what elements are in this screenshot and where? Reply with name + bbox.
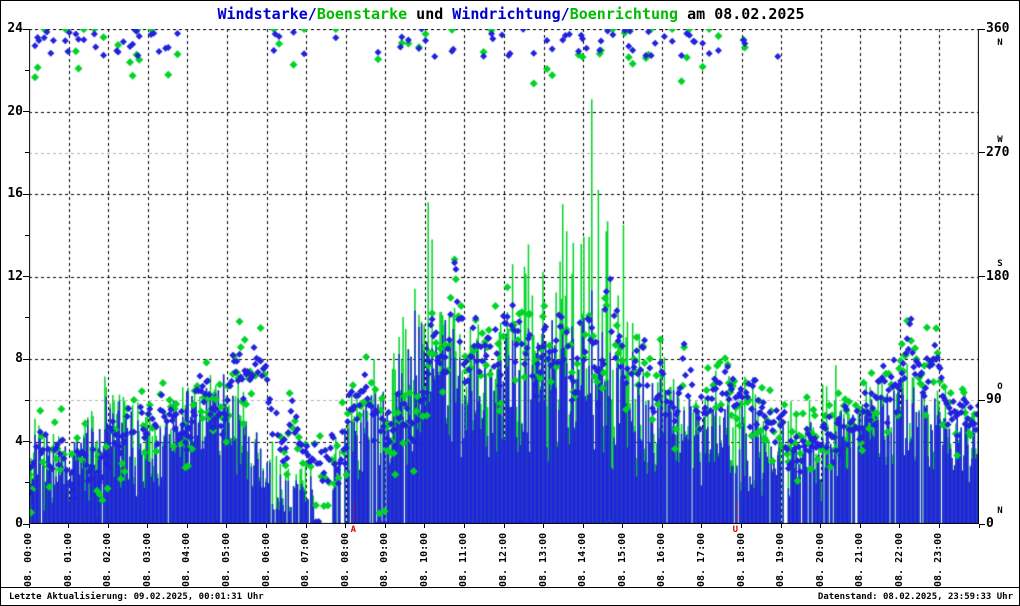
x-axis-tick-label: 08. 11:00 — [458, 532, 470, 587]
y-right-tick-label: 0 — [986, 516, 994, 531]
x-axis-tick-label: 08. 21:00 — [854, 532, 866, 587]
x-axis-tick-label: 08. 19:00 — [775, 532, 787, 587]
y-left-major-tick — [23, 111, 29, 112]
x-axis-tick-label: 08. 06:00 — [260, 532, 272, 587]
x-axis-tick-label: 08. 12:00 — [498, 532, 509, 587]
footer-data-timestamp: Datenstand: 08.02.2025, 23:59:33 Uhr — [817, 592, 1013, 602]
x-axis-tick — [780, 524, 782, 528]
chart-canvas — [29, 29, 979, 524]
y-right-tick-label: 360 — [986, 21, 1010, 36]
compass-letter: W — [997, 134, 1003, 145]
x-axis-tick — [147, 524, 149, 528]
y-left-minor-tick — [25, 317, 29, 319]
x-axis-tick — [543, 524, 545, 528]
x-axis-tick-label: 08. 07:00 — [300, 532, 312, 587]
x-axis-tick — [503, 524, 505, 528]
plot-area — [29, 29, 979, 524]
x-axis-tick — [859, 524, 861, 528]
x-axis-tick — [345, 524, 347, 528]
x-axis-tick — [701, 524, 703, 528]
x-axis-tick-label: 08. 00:00 — [23, 532, 34, 587]
x-axis-tick-label: 08. 22:00 — [893, 532, 905, 587]
page-title: Windstarke/Boenstarke und Windrichtung/B… — [1, 5, 1020, 23]
y-left-minor-tick — [25, 69, 29, 71]
y-right-tick — [979, 523, 985, 525]
title-segment: Windrichtung/ — [452, 5, 570, 23]
x-axis-tick-label: 08. 16:00 — [656, 532, 668, 587]
x-axis-tick-label: 08. 23:00 — [933, 532, 945, 587]
y-right-tick-label: 270 — [986, 144, 1010, 160]
title-segment: Boenstarke — [316, 5, 408, 23]
x-axis-tick — [305, 524, 307, 528]
x-axis-tick — [266, 524, 267, 528]
x-axis-tick-label: 08. 13:00 — [537, 532, 549, 587]
y-left-tick-label: 20 — [7, 103, 23, 119]
y-left-minor-tick — [25, 482, 29, 484]
x-axis-tick-label: 08. 05:00 — [220, 532, 232, 587]
x-axis-tick — [424, 524, 426, 528]
x-axis-tick-label: 08. 03:00 — [141, 532, 153, 587]
x-axis-tick-label: 08. 10:00 — [418, 532, 430, 587]
x-axis-tick — [384, 524, 386, 528]
y-left-major-tick — [23, 358, 29, 360]
x-axis-tick-label: 08. 17:00 — [695, 532, 707, 587]
x-axis-tick-label: 08. 09:00 — [379, 532, 391, 587]
x-axis-tick-label: 08. 15:00 — [616, 532, 628, 587]
x-axis-tick — [741, 524, 742, 528]
x-axis-tick-label: 08. 20:00 — [814, 532, 826, 587]
sun-marker-label: A — [350, 525, 356, 535]
y-right-tick-label: 180 — [986, 268, 1010, 284]
y-left-tick-label: 24 — [7, 21, 23, 36]
compass-letter: N — [997, 38, 1003, 48]
compass-letter: S — [997, 258, 1003, 269]
y-right-tick — [979, 152, 985, 154]
y-right-tick — [979, 399, 985, 401]
y-left-tick-label: 0 — [15, 516, 23, 531]
x-axis-tick-label: 08. 14:00 — [577, 532, 589, 587]
y-left-major-tick — [23, 441, 29, 442]
title-segment: und — [407, 5, 453, 23]
x-axis-tick-label: 08. 04:00 — [181, 532, 193, 587]
y-left-minor-tick — [25, 399, 29, 401]
y-left-minor-tick — [25, 152, 29, 154]
title-segment: Boenrichtung — [569, 5, 679, 23]
footer-last-update: Letzte Aktualisierung: 09.02.2025, 00:01… — [9, 592, 264, 602]
compass-letter: N — [997, 506, 1003, 516]
y-left-major-tick — [23, 28, 29, 30]
x-axis-tick — [978, 524, 980, 528]
x-axis-tick — [661, 524, 663, 528]
title-segment: am 08.02.2025 — [678, 5, 805, 23]
x-axis-tick — [226, 524, 228, 528]
y-right-tick — [979, 276, 985, 277]
y-left-minor-tick — [25, 234, 29, 236]
x-axis-tick — [899, 524, 901, 528]
y-left-major-tick — [23, 276, 29, 277]
sun-marker-label: U — [732, 525, 738, 535]
x-axis-tick — [28, 524, 30, 528]
title-segment: Windstarke/ — [217, 5, 317, 23]
x-axis-tick — [68, 524, 70, 528]
y-left-major-tick — [23, 193, 29, 195]
footer-divider — [1, 587, 1020, 588]
y-left-tick-label: 12 — [7, 268, 23, 284]
compass-letter: O — [997, 382, 1003, 393]
y-right-tick-label: 90 — [986, 392, 1002, 408]
x-axis-tick — [186, 524, 188, 528]
x-axis-tick-label: 08. 02:00 — [102, 532, 114, 587]
x-axis-tick — [820, 524, 822, 528]
y-left-tick-label: 16 — [7, 186, 23, 201]
y-left-tick-label: 8 — [15, 351, 23, 366]
x-axis-tick — [938, 524, 940, 528]
y-right-tick — [979, 28, 985, 30]
x-axis-tick — [582, 524, 584, 528]
x-axis-tick — [622, 524, 624, 528]
x-axis-tick — [107, 524, 109, 528]
x-axis-tick — [463, 524, 465, 528]
x-axis-tick-label: 08. 01:00 — [62, 532, 74, 587]
y-left-major-tick — [23, 523, 29, 525]
y-left-tick-label: 4 — [15, 433, 23, 449]
